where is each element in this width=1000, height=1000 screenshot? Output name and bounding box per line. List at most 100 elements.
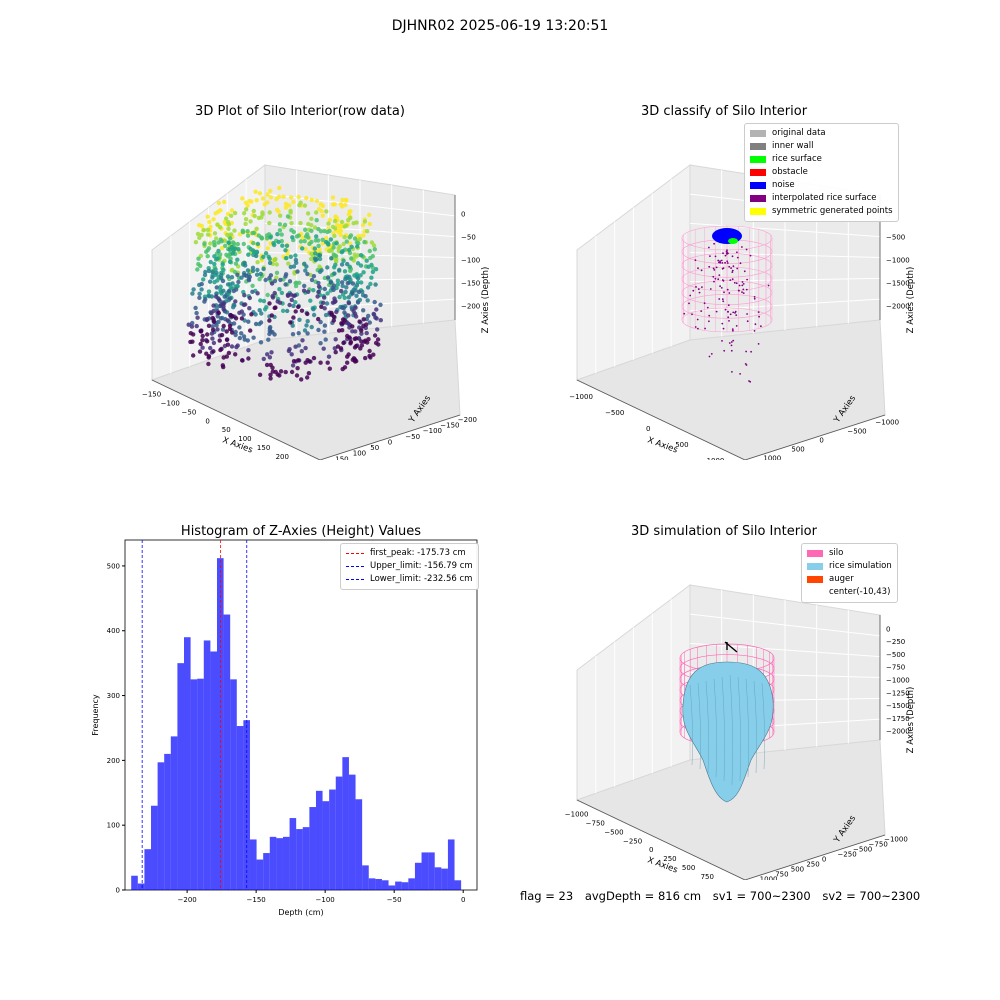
legend-swatch <box>346 579 364 580</box>
legend-entry: center(-10,43) <box>807 586 892 599</box>
data-point <box>305 319 310 324</box>
y-tick-label: 500 <box>791 445 804 453</box>
data-point <box>285 292 291 297</box>
data-point <box>230 251 236 256</box>
data-point <box>233 299 238 304</box>
data-point <box>289 195 294 200</box>
interpolated-point <box>731 255 734 258</box>
data-point <box>249 199 254 204</box>
data-point <box>230 330 235 335</box>
simulation-legend: silo rice simulation auger center(-10,43) <box>801 543 898 603</box>
data-point <box>306 289 311 294</box>
data-point <box>277 185 282 191</box>
z-axis-label: Z Axies (Depth) <box>481 267 491 334</box>
interpolated-point <box>709 288 712 290</box>
data-point <box>318 360 323 365</box>
y-axis-line <box>744 834 886 880</box>
data-point <box>288 210 293 215</box>
footer-stats: flag = 23 avgDepth = 816 cm sv1 = 700~23… <box>520 889 928 903</box>
legend-swatch <box>750 169 766 176</box>
interpolated-point <box>746 320 749 323</box>
data-point <box>241 241 246 247</box>
data-point <box>219 332 225 338</box>
data-point <box>353 314 359 319</box>
data-point <box>354 293 359 298</box>
data-point <box>296 194 301 200</box>
data-point <box>305 271 310 277</box>
data-point <box>222 219 227 225</box>
data-point <box>364 330 369 336</box>
data-point <box>316 280 321 286</box>
data-point <box>300 338 305 343</box>
surface-mesh-line <box>745 678 749 778</box>
data-point <box>290 332 296 337</box>
data-point <box>330 195 336 200</box>
y-tick-label: −150 <box>440 422 459 430</box>
data-point <box>233 316 239 321</box>
data-point <box>217 338 222 343</box>
data-point <box>339 280 345 285</box>
x-tick-label: −50 <box>182 408 197 416</box>
legend-entry: rice surface <box>750 153 893 166</box>
data-point <box>294 373 300 378</box>
rice-surface-cluster <box>728 238 738 244</box>
data-point <box>235 257 240 262</box>
data-point <box>289 369 295 375</box>
histogram-bar <box>282 836 290 890</box>
histogram-bar <box>388 885 396 890</box>
interpolated-point <box>722 327 725 330</box>
interpolated-point <box>733 281 736 284</box>
histogram-bar <box>434 867 442 890</box>
data-point <box>272 290 277 296</box>
data-point <box>346 217 351 223</box>
y-tick-label: 200 <box>107 757 120 765</box>
interpolated-point <box>720 259 723 262</box>
data-point <box>209 331 215 336</box>
histogram-bar <box>302 827 310 890</box>
data-point <box>349 256 354 261</box>
interpolated-point <box>748 380 750 382</box>
interpolated-point <box>732 339 735 342</box>
data-point <box>355 244 360 249</box>
data-point <box>318 229 324 234</box>
data-point <box>342 235 347 240</box>
data-point <box>217 225 223 230</box>
data-point <box>273 256 278 262</box>
interpolated-point <box>714 255 717 258</box>
data-point <box>267 355 273 360</box>
data-point <box>196 261 201 267</box>
data-point <box>253 312 258 317</box>
data-point <box>342 310 347 315</box>
data-point <box>280 308 286 313</box>
interpolated-point <box>708 265 711 268</box>
legend-label: silo <box>829 548 844 558</box>
data-point <box>250 283 255 288</box>
data-point <box>207 279 213 284</box>
data-point <box>225 342 231 347</box>
data-point <box>361 270 366 275</box>
data-point <box>367 248 372 254</box>
simulation-plot-title: 3D simulation of Silo Interior <box>631 524 817 539</box>
x-tick-label: −150 <box>142 391 161 399</box>
x-tick-label: 0 <box>649 846 653 854</box>
data-point <box>280 243 285 248</box>
histogram-bar <box>454 880 462 890</box>
data-point <box>267 326 272 331</box>
data-point <box>341 241 346 247</box>
data-point <box>359 280 364 285</box>
y-tick-label: 0 <box>116 887 120 895</box>
z-axis-label: Z Axies (Depth) <box>906 687 916 754</box>
data-point <box>268 195 274 200</box>
data-point <box>335 222 340 228</box>
data-point <box>282 222 288 228</box>
data-point <box>318 341 323 346</box>
data-point <box>350 324 355 329</box>
legend-label: Lower_limit: -232.56 cm <box>370 574 473 584</box>
data-point <box>303 227 308 232</box>
x-tick-label: −500 <box>604 828 623 836</box>
data-point <box>309 216 314 221</box>
data-point <box>322 306 327 311</box>
histogram-bar <box>447 839 455 890</box>
interpolated-point <box>732 329 734 332</box>
figure-title: DJHNR02 2025-06-19 13:20:51 <box>391 18 609 34</box>
